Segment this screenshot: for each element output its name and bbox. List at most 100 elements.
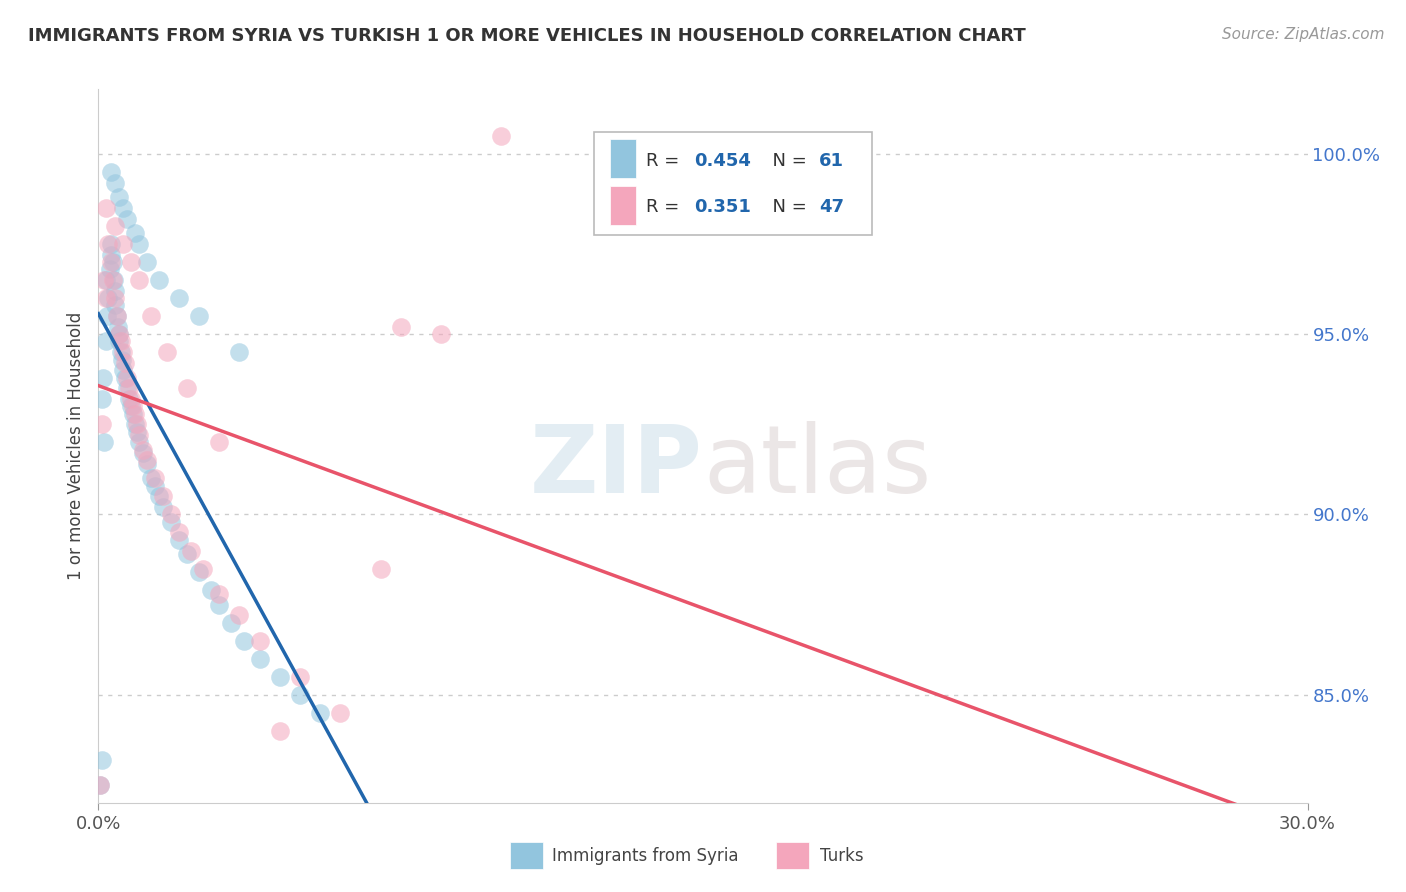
Point xyxy=(91,370,114,384)
Point xyxy=(156,345,179,359)
Point xyxy=(96,201,118,215)
Point xyxy=(110,345,132,359)
Bar xyxy=(776,842,810,869)
Point xyxy=(105,310,128,324)
Point xyxy=(132,442,155,457)
Point xyxy=(128,237,150,252)
Point xyxy=(208,587,231,601)
Point xyxy=(96,334,118,349)
Text: Immigrants from Syria: Immigrants from Syria xyxy=(551,847,738,865)
Point xyxy=(152,500,174,515)
Point xyxy=(176,381,198,395)
Point xyxy=(103,219,125,234)
Point xyxy=(288,670,311,684)
Point xyxy=(110,334,132,349)
Point xyxy=(101,273,124,287)
Text: ZIP: ZIP xyxy=(530,421,703,514)
Point xyxy=(309,706,332,720)
Point xyxy=(97,291,120,305)
Point xyxy=(101,255,124,269)
Point xyxy=(148,490,170,504)
Text: atlas: atlas xyxy=(703,421,931,514)
Point xyxy=(114,356,136,370)
Point xyxy=(115,211,138,226)
Point xyxy=(91,417,114,432)
Point xyxy=(94,273,117,287)
Point xyxy=(120,392,142,406)
Point xyxy=(160,515,183,529)
Point xyxy=(329,706,352,720)
Point xyxy=(111,201,134,215)
Point xyxy=(139,310,162,324)
Point xyxy=(135,453,157,467)
Point xyxy=(100,237,122,252)
Point xyxy=(152,490,174,504)
Point xyxy=(115,381,138,395)
Point xyxy=(93,273,115,287)
Point xyxy=(288,688,311,702)
Point xyxy=(98,262,121,277)
Point xyxy=(188,565,211,579)
Point xyxy=(125,417,148,432)
Point xyxy=(96,310,118,324)
Point xyxy=(103,284,125,298)
Point xyxy=(128,428,150,442)
Point xyxy=(200,583,222,598)
Point xyxy=(430,327,453,342)
Point xyxy=(228,345,250,359)
Point xyxy=(114,370,136,384)
Point xyxy=(232,633,254,648)
Text: 61: 61 xyxy=(820,152,844,169)
Point xyxy=(139,471,162,485)
Point xyxy=(104,298,127,312)
FancyBboxPatch shape xyxy=(595,132,872,235)
Point xyxy=(249,633,271,648)
Point xyxy=(124,227,146,241)
Point xyxy=(188,310,211,324)
Point xyxy=(208,435,231,450)
Text: 47: 47 xyxy=(820,198,844,216)
Point xyxy=(148,273,170,287)
Point xyxy=(167,533,190,547)
Point xyxy=(124,407,146,421)
Point xyxy=(269,670,291,684)
Text: 0.351: 0.351 xyxy=(695,198,751,216)
Text: IMMIGRANTS FROM SYRIA VS TURKISH 1 OR MORE VEHICLES IN HOUSEHOLD CORRELATION CHA: IMMIGRANTS FROM SYRIA VS TURKISH 1 OR MO… xyxy=(28,27,1026,45)
Point xyxy=(176,547,198,561)
Y-axis label: 1 or more Vehicles in Household: 1 or more Vehicles in Household xyxy=(66,312,84,580)
Point xyxy=(120,255,142,269)
Point xyxy=(143,478,166,492)
Point xyxy=(89,778,111,792)
Bar xyxy=(610,139,637,178)
Text: R =: R = xyxy=(647,198,685,216)
Point xyxy=(100,165,122,179)
Point xyxy=(167,525,190,540)
Point xyxy=(193,561,215,575)
Point xyxy=(96,291,118,305)
Point xyxy=(228,608,250,623)
Point xyxy=(143,471,166,485)
Point xyxy=(491,129,513,144)
Point xyxy=(160,508,183,522)
Point xyxy=(118,392,141,406)
Bar xyxy=(509,842,543,869)
Point xyxy=(93,435,115,450)
Point xyxy=(111,345,134,359)
Point xyxy=(128,435,150,450)
Text: Source: ZipAtlas.com: Source: ZipAtlas.com xyxy=(1222,27,1385,42)
Point xyxy=(90,753,112,767)
Text: N =: N = xyxy=(761,198,813,216)
Point xyxy=(269,723,291,738)
Point xyxy=(135,457,157,471)
Point xyxy=(108,334,131,349)
Text: Turks: Turks xyxy=(820,847,863,865)
Point xyxy=(105,310,128,324)
Point xyxy=(125,425,148,439)
Point xyxy=(370,561,392,575)
Bar xyxy=(610,186,637,225)
Point xyxy=(111,352,134,367)
Point xyxy=(120,400,142,414)
Point xyxy=(107,320,129,334)
Point xyxy=(97,237,120,252)
Point xyxy=(111,363,134,377)
